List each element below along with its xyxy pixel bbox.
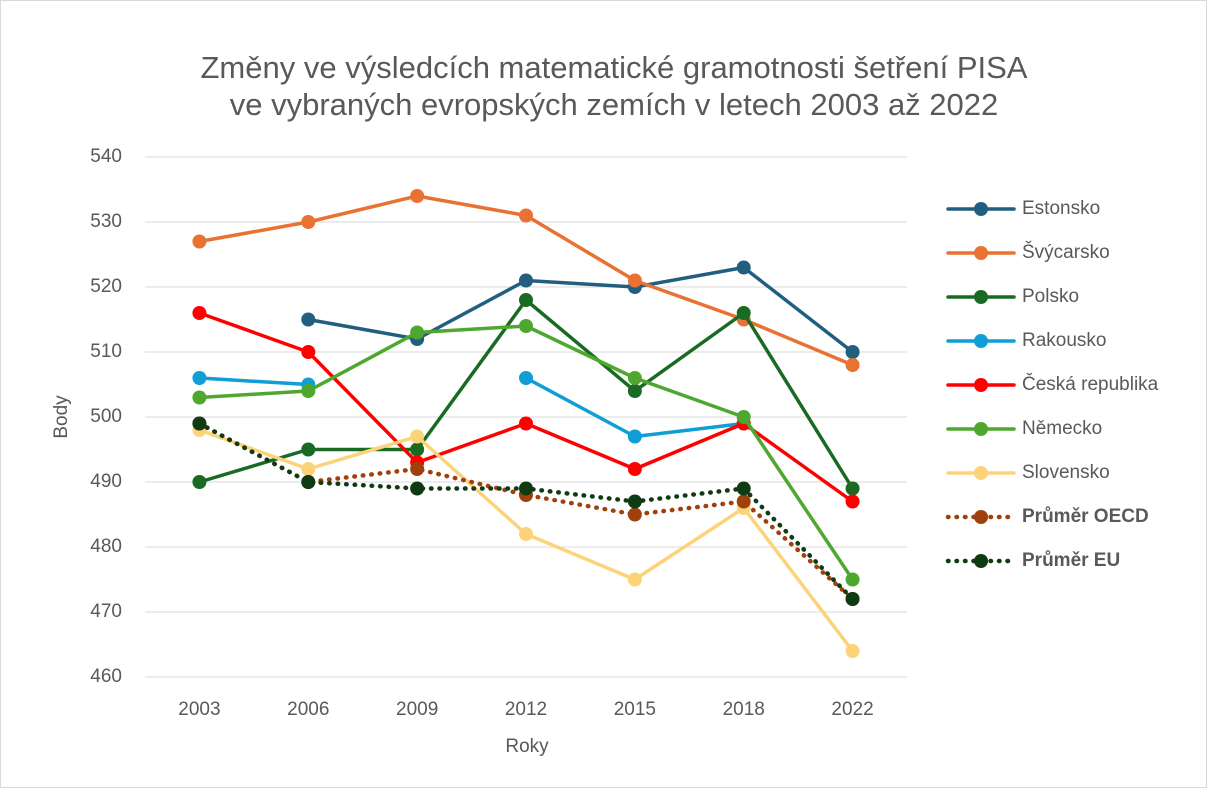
y-tick-label: 540 xyxy=(90,146,122,167)
data-point xyxy=(845,358,860,372)
data-point xyxy=(301,442,316,457)
data-point xyxy=(845,481,860,496)
data-point xyxy=(627,371,642,385)
data-point xyxy=(192,306,207,320)
legend-label: Průměr OECD xyxy=(1022,506,1149,527)
y-axis-label: Body xyxy=(51,395,72,439)
data-point xyxy=(519,371,533,385)
y-tick-label: 500 xyxy=(90,406,122,427)
legend-label: Průměr EU xyxy=(1022,550,1120,571)
data-point xyxy=(845,345,860,359)
data-point xyxy=(627,572,642,587)
legend-label: Německo xyxy=(1022,418,1102,439)
data-point xyxy=(845,644,860,658)
data-point xyxy=(301,312,316,327)
data-point xyxy=(410,325,425,340)
data-point xyxy=(301,462,316,476)
data-point xyxy=(627,494,642,509)
y-tick-label: 490 xyxy=(90,471,122,492)
y-tick-label: 480 xyxy=(90,536,122,557)
data-point xyxy=(627,462,642,476)
y-tick-label: 460 xyxy=(90,666,122,687)
data-point xyxy=(410,189,425,203)
legend-swatch-marker xyxy=(974,422,988,436)
data-point xyxy=(627,429,642,444)
legend-swatch-marker xyxy=(974,510,988,524)
data-point xyxy=(627,384,642,398)
legend-label: Estonsko xyxy=(1022,198,1100,219)
data-point xyxy=(410,442,425,457)
series-line xyxy=(306,265,855,354)
data-point xyxy=(301,384,316,398)
data-point xyxy=(519,208,533,223)
legend-label: Slovensko xyxy=(1022,462,1110,483)
data-point xyxy=(192,416,207,431)
legend-label: Švýcarsko xyxy=(1022,241,1110,263)
data-point xyxy=(301,215,316,229)
legend-swatch-marker xyxy=(974,290,988,304)
data-point xyxy=(627,273,642,288)
data-point xyxy=(845,494,860,509)
data-point xyxy=(301,345,316,359)
x-tick-label: 2003 xyxy=(178,699,220,720)
x-tick-label: 2018 xyxy=(723,699,765,720)
data-point xyxy=(192,390,207,405)
data-point xyxy=(736,260,751,275)
data-point xyxy=(410,429,425,444)
legend-swatch-marker xyxy=(974,466,988,480)
data-point xyxy=(192,371,207,385)
y-tick-label: 470 xyxy=(90,601,122,622)
y-tick-label: 510 xyxy=(90,341,122,362)
data-point xyxy=(519,273,533,288)
data-point xyxy=(736,306,751,320)
data-point xyxy=(192,234,207,249)
data-point xyxy=(845,572,860,587)
data-point xyxy=(410,481,425,496)
chart-title: ve vybraných evropských zemích v letech … xyxy=(230,87,999,122)
legend-swatch-marker xyxy=(974,554,988,568)
y-tick-label: 520 xyxy=(90,276,122,297)
x-axis-label: Roky xyxy=(505,736,549,757)
legend-label: Česká republika xyxy=(1022,373,1159,395)
data-point xyxy=(192,475,207,489)
x-tick-label: 2009 xyxy=(396,699,438,720)
chart-title: Změny ve výsledcích matematické gramotno… xyxy=(201,50,1028,85)
data-point xyxy=(519,293,533,307)
x-tick-label: 2022 xyxy=(831,699,873,720)
data-point xyxy=(627,507,642,522)
x-tick-label: 2015 xyxy=(614,699,656,720)
y-tick-label: 530 xyxy=(90,211,122,232)
legend-swatch-marker xyxy=(974,378,988,392)
legend-swatch-marker xyxy=(974,202,988,216)
data-point xyxy=(519,481,533,496)
data-point xyxy=(845,592,860,606)
legend-label: Polsko xyxy=(1022,286,1079,307)
data-point xyxy=(519,527,533,541)
data-point xyxy=(736,410,751,424)
legend-swatch-marker xyxy=(974,334,988,348)
data-point xyxy=(410,462,425,476)
data-point xyxy=(736,494,751,509)
x-tick-label: 2012 xyxy=(505,699,547,720)
data-point xyxy=(736,481,751,496)
data-point xyxy=(519,416,533,431)
data-point xyxy=(519,319,533,333)
x-tick-label: 2006 xyxy=(287,699,329,720)
data-point xyxy=(301,475,316,489)
legend-swatch-marker xyxy=(974,246,988,260)
legend-label: Rakousko xyxy=(1022,330,1107,351)
